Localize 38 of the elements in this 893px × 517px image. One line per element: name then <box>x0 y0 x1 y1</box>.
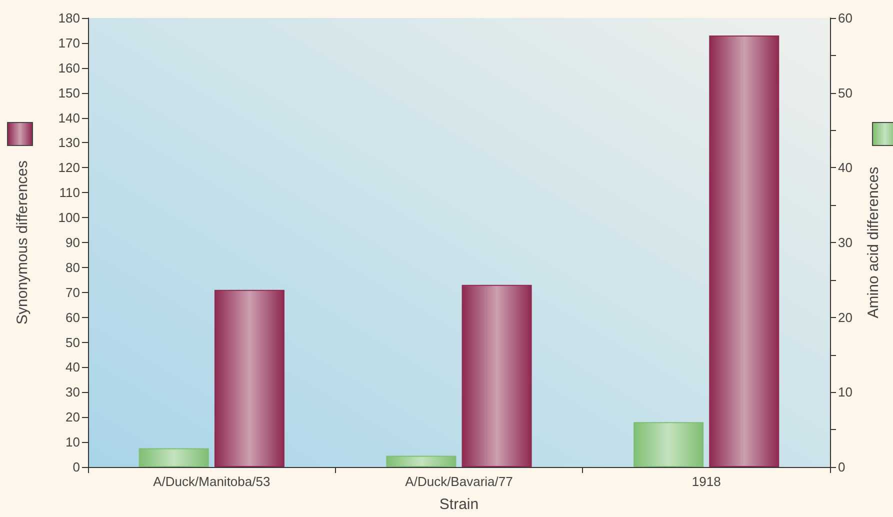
y-tick-label: 10 <box>66 434 80 450</box>
y-tick-label: 150 <box>58 85 80 100</box>
y-tick-label: 0 <box>72 460 80 474</box>
y2-tick-label: 60 <box>838 10 852 26</box>
y2-tick-label: 30 <box>838 235 852 250</box>
y-tick-label: 20 <box>66 410 80 425</box>
bar <box>386 456 456 467</box>
y-tick-label: 110 <box>59 185 80 200</box>
y-tick-label: 180 <box>58 10 80 26</box>
y2-tick-label: 20 <box>838 310 852 325</box>
bar <box>214 290 284 467</box>
y2-tick-label: 0 <box>838 460 846 474</box>
x-tick-label: A/Duck/Manitoba/53 <box>153 474 270 489</box>
y-tick-label: 70 <box>66 284 80 300</box>
y-tick-label: 60 <box>66 310 80 325</box>
y-tick-label: 160 <box>58 60 80 76</box>
y-tick-label: 30 <box>66 384 80 400</box>
x-tick-label: A/Duck/Bavaria/77 <box>405 474 513 489</box>
bar <box>138 448 209 467</box>
y-tick-label: 80 <box>66 260 80 275</box>
y-tick-label: 140 <box>58 110 80 126</box>
bar <box>634 422 704 467</box>
y-tick-label: 130 <box>58 135 80 150</box>
y-tick-label: 40 <box>66 360 80 375</box>
x-tick-label: 1918 <box>692 474 721 489</box>
y-axis-title: Synonymous differences <box>14 160 31 324</box>
x-axis-title: Strain <box>439 496 479 513</box>
y-tick-label: 50 <box>66 334 80 350</box>
y2-tick-label: 10 <box>838 384 852 400</box>
y-tick-label: 90 <box>66 235 80 250</box>
y-tick-label: 170 <box>58 35 80 50</box>
y2-tick-label: 50 <box>838 85 852 100</box>
y2-tick-label: 40 <box>838 160 852 176</box>
y-tick-label: 100 <box>58 210 80 226</box>
bar <box>462 284 532 467</box>
bar <box>709 35 780 467</box>
y-tick-label: 120 <box>58 160 80 176</box>
y2-axis-title: Amino acid differences <box>865 166 882 318</box>
